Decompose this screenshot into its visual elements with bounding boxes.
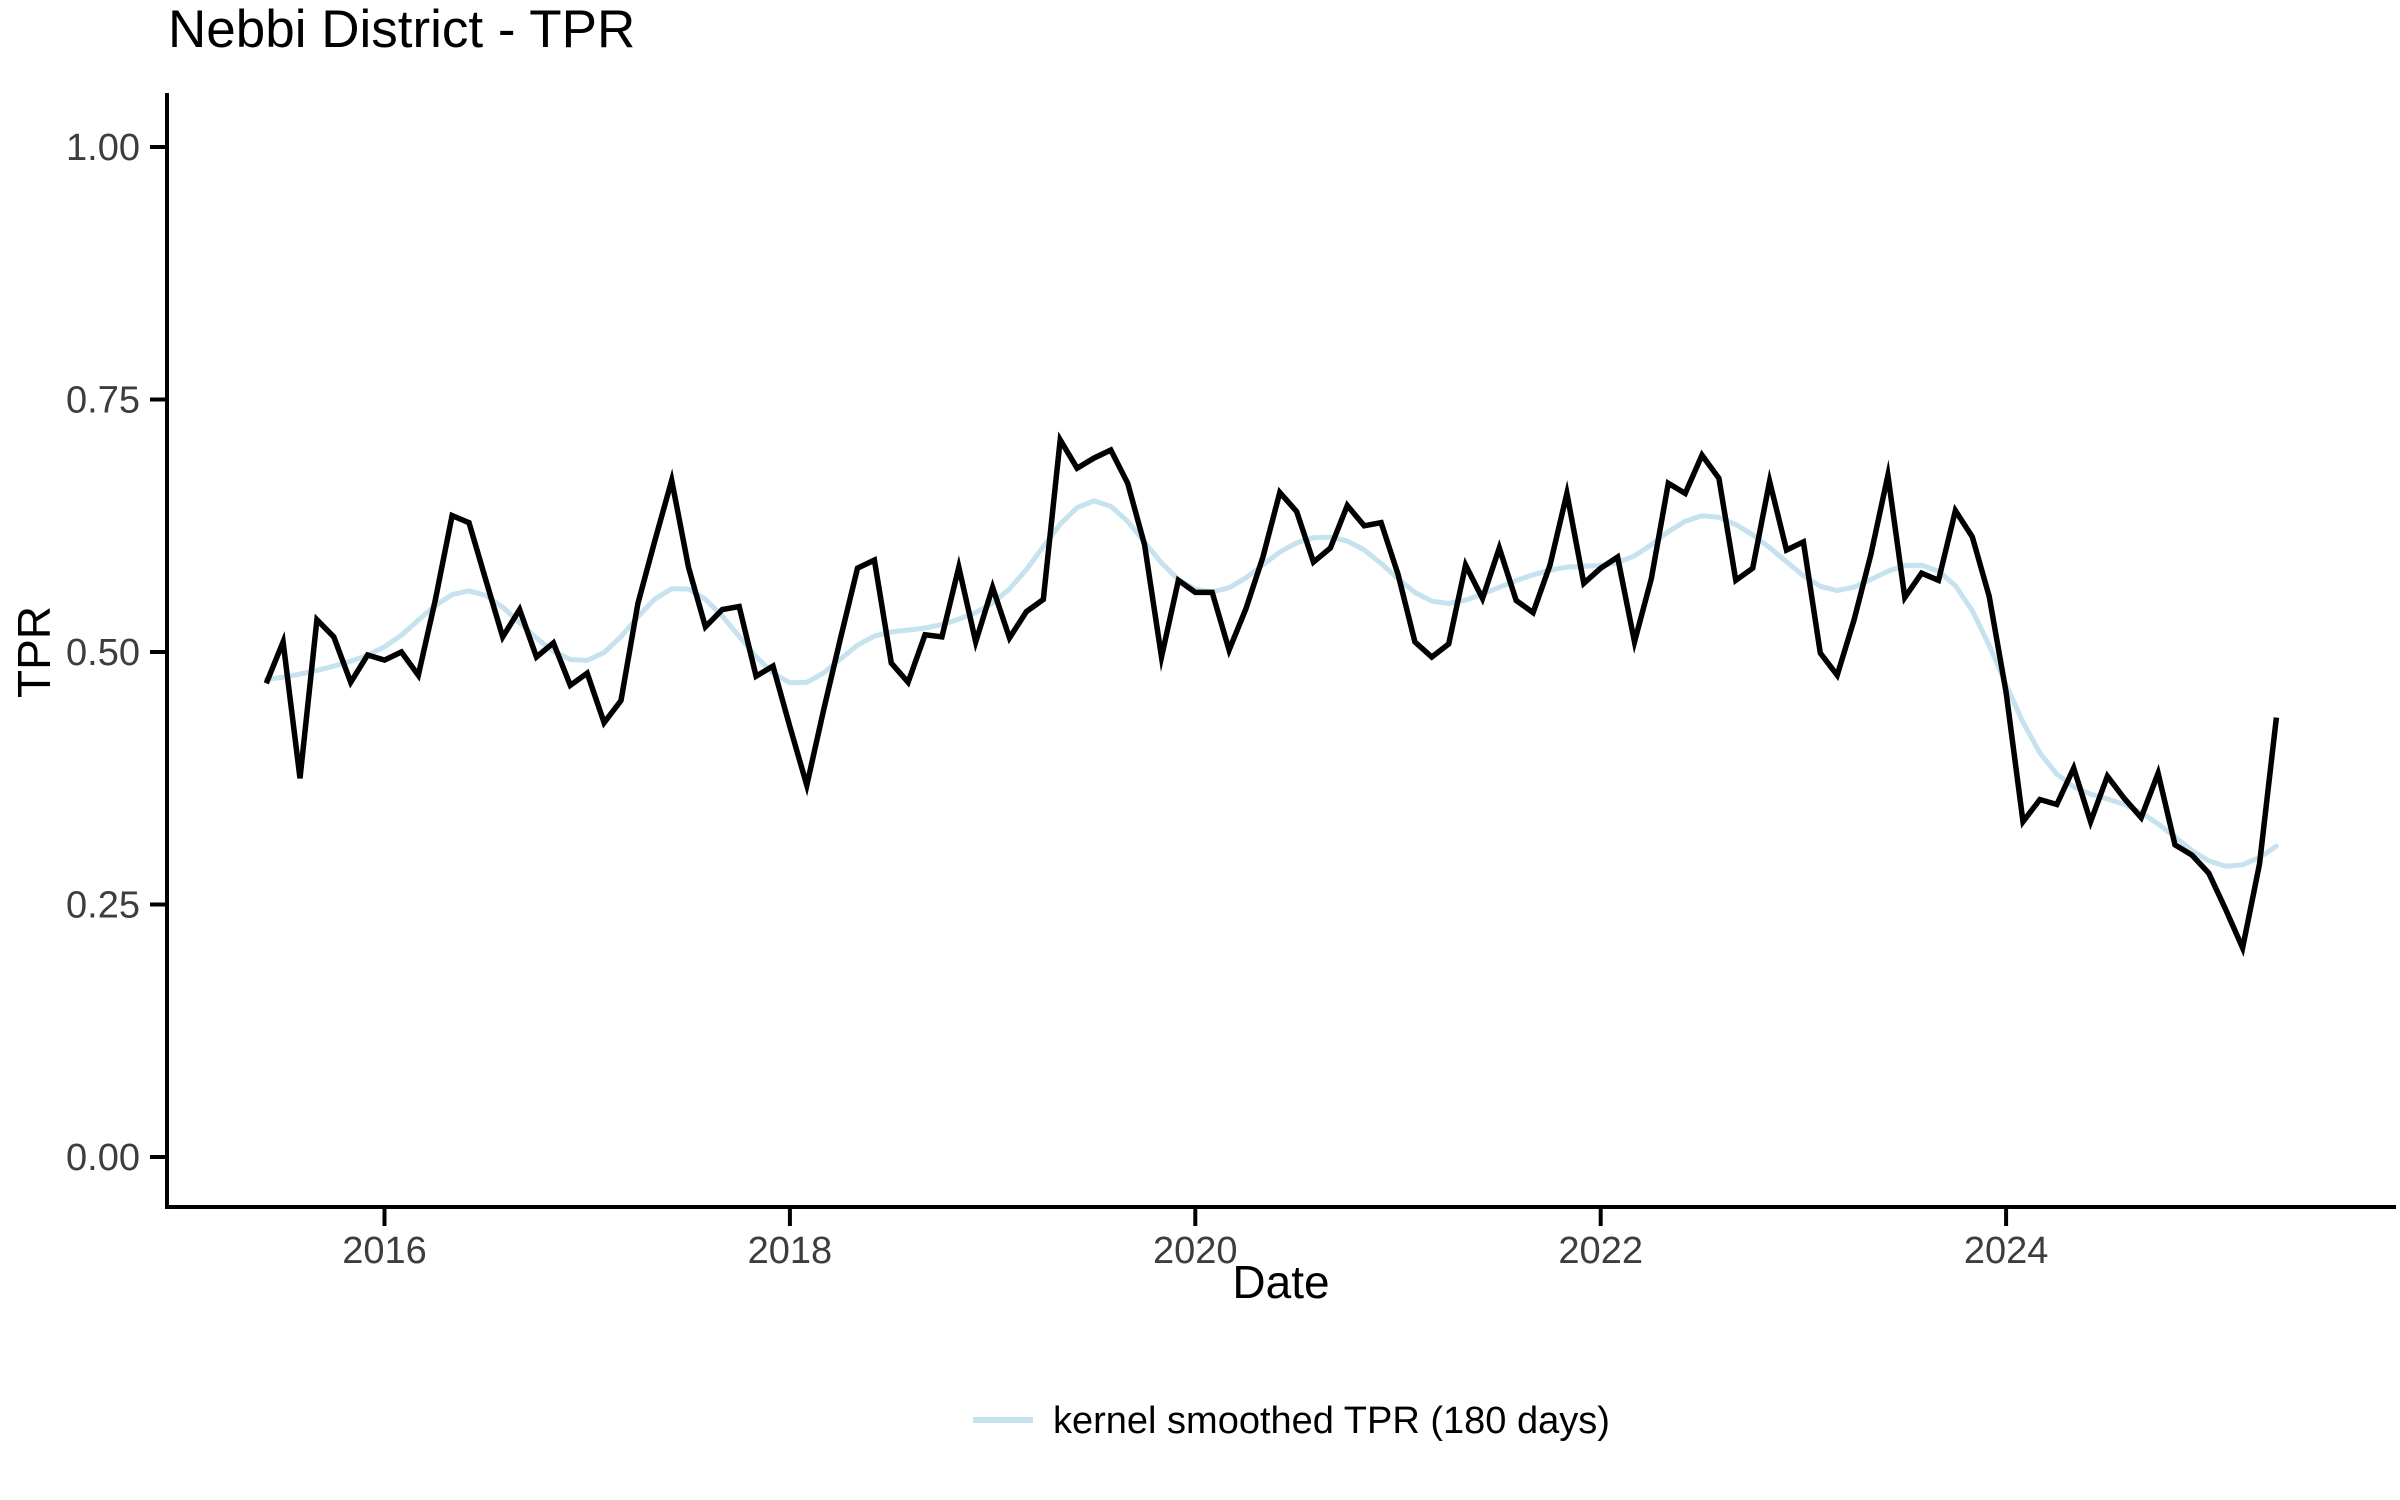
- legend-label: kernel smoothed TPR (180 days): [1053, 1400, 1610, 1442]
- chart-title: Nebbi District - TPR: [168, 0, 635, 59]
- x-axis-label: Date: [1232, 1256, 1329, 1308]
- y-tick-label: 0.25: [66, 885, 140, 927]
- y-axis-ticks: 1.00 0.75 0.50 0.25 0.00: [66, 127, 167, 1179]
- legend: kernel smoothed TPR (180 days): [973, 1400, 1610, 1442]
- x-tick-label: 2024: [1964, 1230, 2049, 1272]
- raw-tpr-line: [263, 431, 2280, 957]
- y-tick-label: 0.50: [66, 632, 140, 674]
- x-tick-label: 2020: [1153, 1230, 1238, 1272]
- y-tick-label: 0.75: [66, 380, 140, 422]
- x-axis: 2016 2018 2020 2022 2024: [165, 1205, 2396, 1272]
- x-tick-label: 2022: [1558, 1230, 1643, 1272]
- y-tick-label: 0.00: [66, 1137, 140, 1179]
- x-tick-label: 2018: [748, 1230, 833, 1272]
- y-tick-label: 1.00: [66, 127, 140, 169]
- x-axis-ticks: 2016 2018 2020 2022 2024: [342, 1208, 2048, 1272]
- y-axis: 1.00 0.75 0.50 0.25 0.00: [66, 93, 169, 1209]
- y-axis-label: TPR: [8, 606, 60, 698]
- x-tick-label: 2016: [342, 1230, 427, 1272]
- plot-area: [263, 431, 2280, 957]
